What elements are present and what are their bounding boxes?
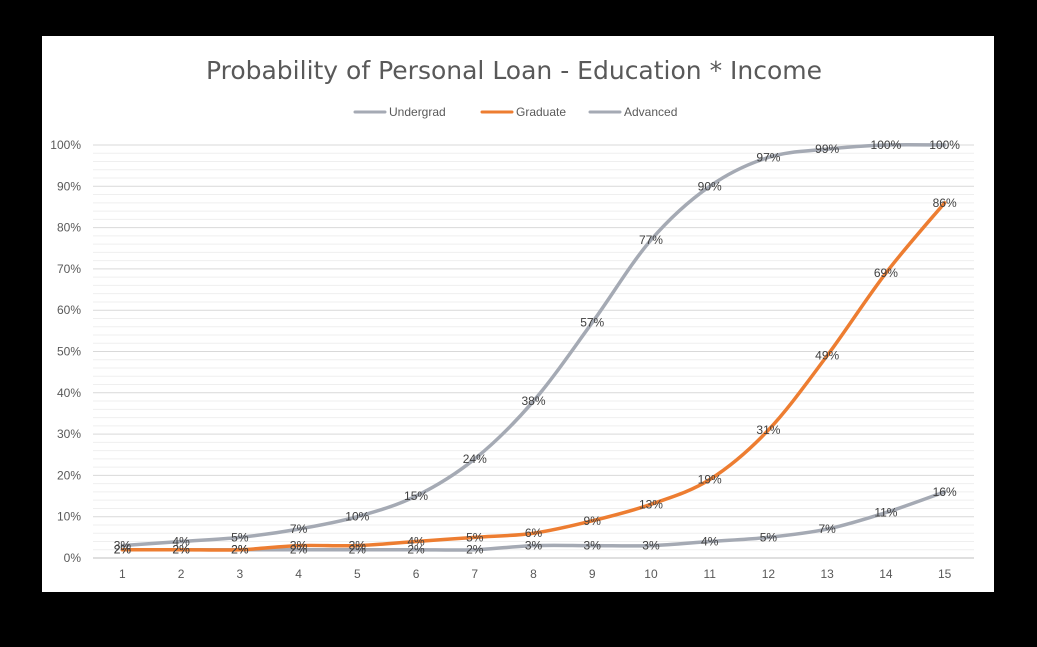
data-label: 3% xyxy=(525,539,543,553)
data-label: 31% xyxy=(756,423,780,437)
data-label: 16% xyxy=(933,485,957,499)
data-label: 57% xyxy=(580,316,604,330)
data-label: 3% xyxy=(349,539,367,553)
data-label: 24% xyxy=(463,452,487,466)
x-tick-label: 8 xyxy=(530,567,537,581)
data-label: 11% xyxy=(874,506,897,520)
x-tick-label: 12 xyxy=(762,567,776,581)
y-tick-label: 30% xyxy=(57,427,81,441)
legend-label: Graduate xyxy=(516,105,566,119)
data-label: 100% xyxy=(929,138,960,152)
chart-title: Probability of Personal Loan - Education… xyxy=(206,56,822,85)
y-tick-label: 10% xyxy=(57,510,81,524)
legend-label: Advanced xyxy=(624,105,677,119)
data-label: 4% xyxy=(407,534,425,548)
data-label: 2% xyxy=(172,543,190,557)
data-label: 3% xyxy=(114,539,132,553)
data-label: 13% xyxy=(639,497,663,511)
data-label: 2% xyxy=(466,543,484,557)
data-label: 97% xyxy=(756,150,780,164)
data-label: 49% xyxy=(815,349,839,363)
x-tick-label: 6 xyxy=(413,567,420,581)
gridlines xyxy=(93,144,974,551)
y-tick-label: 50% xyxy=(57,345,81,359)
data-label: 6% xyxy=(525,526,543,540)
data-label: 2% xyxy=(290,543,308,557)
y-tick-label: 70% xyxy=(57,262,81,276)
data-label: 86% xyxy=(933,196,957,210)
data-label: 4% xyxy=(701,534,719,548)
x-tick-label: 13 xyxy=(820,567,834,581)
data-label: 2% xyxy=(172,543,190,557)
y-tick-label: 20% xyxy=(57,468,81,482)
data-label: 5% xyxy=(466,530,484,544)
x-tick-label: 10 xyxy=(644,567,658,581)
data-label: 3% xyxy=(642,539,660,553)
data-label: 77% xyxy=(639,233,663,247)
series-line-graduate xyxy=(120,201,947,552)
x-tick-label: 15 xyxy=(938,567,952,581)
series-lines xyxy=(120,142,947,552)
chart-panel: Probability of Personal Loan - Education… xyxy=(42,36,994,592)
y-tick-label: 40% xyxy=(57,386,81,400)
data-label: 38% xyxy=(521,394,545,408)
data-label: 19% xyxy=(698,473,722,487)
line-chart: Probability of Personal Loan - Education… xyxy=(50,56,974,581)
data-label: 2% xyxy=(114,543,132,557)
data-label: 2% xyxy=(231,543,249,557)
data-label: 5% xyxy=(760,530,778,544)
data-label: 69% xyxy=(874,266,898,280)
x-tick-label: 9 xyxy=(589,567,596,581)
x-tick-label: 5 xyxy=(354,567,361,581)
data-label: 99% xyxy=(815,142,839,156)
data-label: 5% xyxy=(231,530,249,544)
data-label: 4% xyxy=(172,534,190,548)
y-tick-label: 100% xyxy=(50,138,81,152)
data-label: 3% xyxy=(290,539,308,553)
y-tick-label: 90% xyxy=(57,179,81,193)
legend-label: Undergrad xyxy=(389,105,446,119)
data-label: 2% xyxy=(114,543,132,557)
x-tick-label: 14 xyxy=(879,567,893,581)
data-label: 2% xyxy=(231,543,249,557)
data-label: 7% xyxy=(290,522,308,536)
data-label: 3% xyxy=(584,539,602,553)
data-label: 9% xyxy=(584,514,602,528)
y-tick-label: 60% xyxy=(57,303,81,317)
x-tick-label: 4 xyxy=(295,567,302,581)
data-label: 7% xyxy=(818,522,836,536)
data-label: 2% xyxy=(407,543,425,557)
x-tick-label: 11 xyxy=(703,567,716,581)
data-label: 100% xyxy=(871,138,902,152)
legend: Undergrad Graduate Advanced xyxy=(353,105,677,119)
data-labels: 2% 2% 2% 2% 2% 2% 2% 3% 3% 3% 4% 5%7%11%16%2% 2% 2% 3%… xyxy=(114,138,961,557)
series-line-advanced xyxy=(120,142,947,548)
x-tick-label: 2 xyxy=(178,567,185,581)
axes: 0%10%20%30%40%50%60%70%80%90%100%1 2 3 4 5 6 7… xyxy=(50,138,974,581)
x-tick-label: 3 xyxy=(236,567,243,581)
y-tick-label: 0% xyxy=(64,551,82,565)
data-label: 10% xyxy=(345,510,369,524)
data-label: 15% xyxy=(404,489,428,503)
x-tick-label: 7 xyxy=(471,567,478,581)
y-tick-label: 80% xyxy=(57,221,81,235)
x-tick-label: 1 xyxy=(119,567,126,581)
data-label: 90% xyxy=(698,179,722,193)
data-label: 2% xyxy=(349,543,367,557)
